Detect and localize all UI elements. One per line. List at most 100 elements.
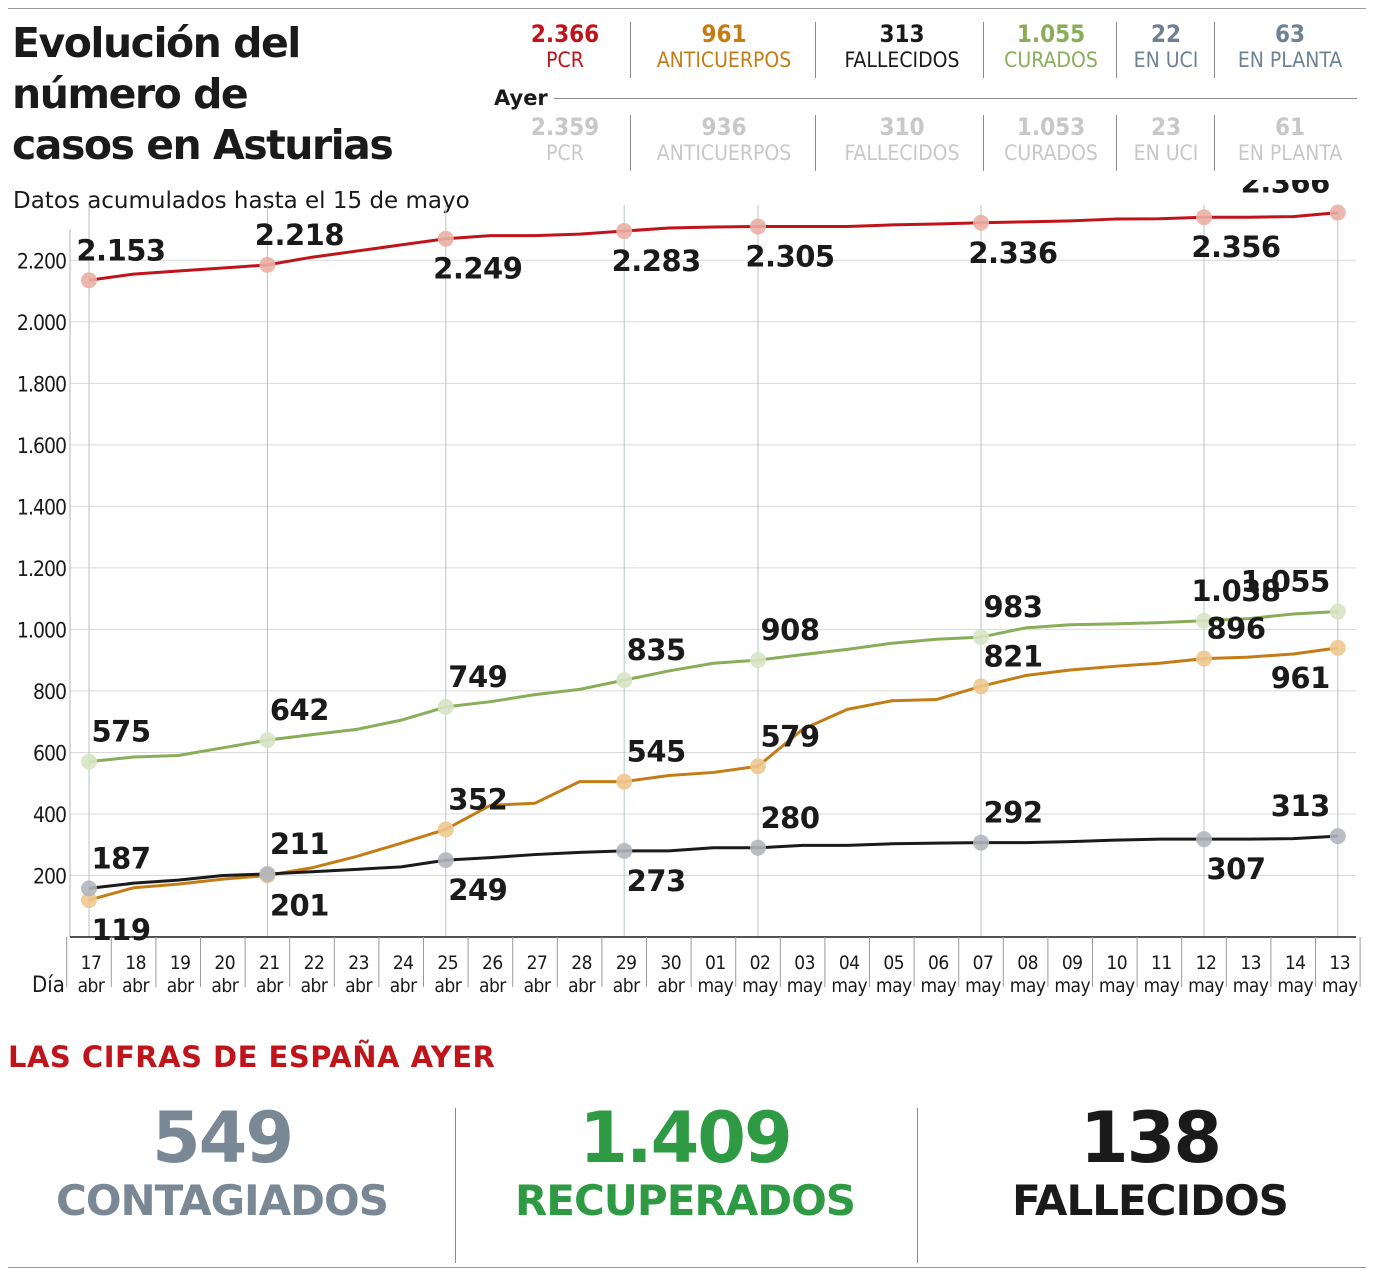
x-tick-day: 09 (1062, 952, 1083, 974)
data-label: 2.218 (255, 218, 344, 252)
x-tick-month: abr (122, 975, 150, 997)
title-line-2: número de (12, 70, 249, 118)
marker-anticuerpos (1196, 650, 1212, 667)
marker-anticuerpos (750, 758, 766, 775)
stat-value: 310 (879, 113, 925, 141)
x-tick-month: abr (301, 975, 329, 997)
marker-pcr (437, 230, 454, 247)
x-tick-month: abr (524, 975, 552, 997)
spain-fallecidos: 138 FALLECIDOS (920, 1100, 1374, 1226)
marker-anticuerpos (81, 892, 97, 909)
stat-value: 936 (701, 113, 747, 141)
stat-today-uci: 22 EN UCI (1118, 20, 1214, 78)
marker-pcr (616, 223, 633, 240)
stat-value: 313 (879, 20, 925, 48)
x-tick-month: abr (167, 975, 195, 997)
x-tick-month: may (876, 975, 912, 997)
data-label: 352 (448, 782, 507, 816)
x-tick-day: 23 (348, 952, 369, 974)
marker-pcr (81, 272, 97, 289)
data-label: 1.038 (1191, 574, 1280, 608)
stat-ayer-fallecidos: 310 FALLECIDOS (820, 113, 984, 171)
marker-fallecidos (1196, 831, 1212, 848)
data-label: 2.366 (1241, 180, 1330, 200)
data-label: 211 (270, 827, 329, 861)
series-line-curados (88, 610, 1338, 764)
marker-anticuerpos (973, 678, 989, 695)
spain-contagiados: 549 CONTAGIADOS (0, 1100, 452, 1226)
stat-label: ANTICUERPOS (656, 48, 792, 72)
y-tick-label: 600 (33, 741, 66, 765)
stat-value: 1.053 (1016, 113, 1086, 141)
data-label: 249 (448, 873, 507, 907)
series-line-fallecidos (88, 834, 1338, 890)
x-tick-day: 13 (1329, 952, 1350, 974)
x-tick-month: may (1010, 975, 1046, 997)
x-tick-day: 28 (571, 952, 592, 974)
data-label: 2.336 (968, 236, 1057, 270)
data-label: 2.283 (612, 244, 701, 278)
data-label: 119 (91, 913, 150, 947)
ayer-label: Ayer (494, 86, 548, 110)
marker-anticuerpos (1329, 639, 1346, 656)
x-tick-day: 24 (393, 952, 414, 974)
stat-value: 2.366 (530, 20, 600, 48)
marker-curados (750, 652, 766, 669)
series-line-pcr (88, 211, 1338, 282)
marker-pcr (1196, 209, 1212, 226)
marker-curados (616, 672, 633, 689)
marker-curados (437, 698, 454, 715)
stat-today-pcr: 2.366 PCR (500, 20, 630, 78)
stat-value: 1.055 (1016, 20, 1086, 48)
x-tick-month: abr (390, 975, 418, 997)
stat-ayer-curados: 1.053 CURADOS (986, 113, 1116, 171)
spain-recuperados: 1.409 RECUPERADOS (455, 1100, 915, 1226)
y-tick-label: 200 (33, 864, 66, 888)
data-label: 2.305 (745, 239, 834, 273)
stat-divider (1116, 115, 1117, 171)
y-tick-label: 800 (33, 680, 66, 704)
data-label: 821 (983, 639, 1042, 673)
stat-divider (983, 115, 984, 171)
stat-ayer-anticuerpos: 936 ANTICUERPOS (636, 113, 812, 171)
line-chart: 200 400 600 800 1.000 1.200 1.400 1.600 1.800 2.0… (17, 180, 1361, 998)
data-label: 642 (270, 693, 329, 727)
stat-today-anticuerpos: 961 ANTICUERPOS (636, 20, 812, 78)
series-line-anticuerpos (88, 646, 1339, 902)
data-label: 201 (270, 888, 329, 922)
x-axis-label: Día (32, 973, 65, 998)
title-line-3: casos en Asturias (12, 121, 394, 169)
x-tick-month: abr (211, 975, 239, 997)
marker-fallecidos (81, 880, 97, 897)
y-tick-label: 1.400 (17, 495, 66, 519)
data-label: 835 (627, 633, 686, 667)
x-tick-month: may (1144, 975, 1180, 997)
x-tick-day: 30 (660, 952, 681, 974)
x-tick-day: 03 (794, 952, 815, 974)
x-tick-day: 27 (527, 952, 548, 974)
spain-divider (917, 1108, 918, 1263)
data-label: 896 (1206, 612, 1265, 646)
y-tick-label: 1.800 (17, 372, 66, 396)
x-tick-month: may (1099, 975, 1135, 997)
x-tick-month: may (831, 975, 867, 997)
stat-divider (1214, 115, 1215, 171)
data-label: 273 (627, 864, 686, 898)
title-line-1: Evolución del (12, 19, 301, 67)
stat-label: CURADOS (1004, 141, 1098, 165)
stat-divider (983, 22, 984, 78)
stat-value: 61 (1274, 113, 1306, 141)
data-label: 292 (983, 796, 1042, 830)
x-tick-month: may (965, 975, 1001, 997)
x-tick-month: abr (479, 975, 507, 997)
stat-ayer-planta: 61 EN PLANTA (1220, 113, 1360, 171)
marker-fallecidos (750, 839, 766, 856)
bottom-rule (8, 1267, 1366, 1268)
stat-divider (815, 115, 816, 171)
x-tick-month: abr (613, 975, 641, 997)
x-tick-day: 08 (1017, 952, 1038, 974)
x-tick-day: 14 (1285, 952, 1306, 974)
stat-label: FALLECIDOS (844, 141, 960, 165)
data-label: 545 (627, 735, 686, 769)
marker-pcr (973, 214, 989, 231)
